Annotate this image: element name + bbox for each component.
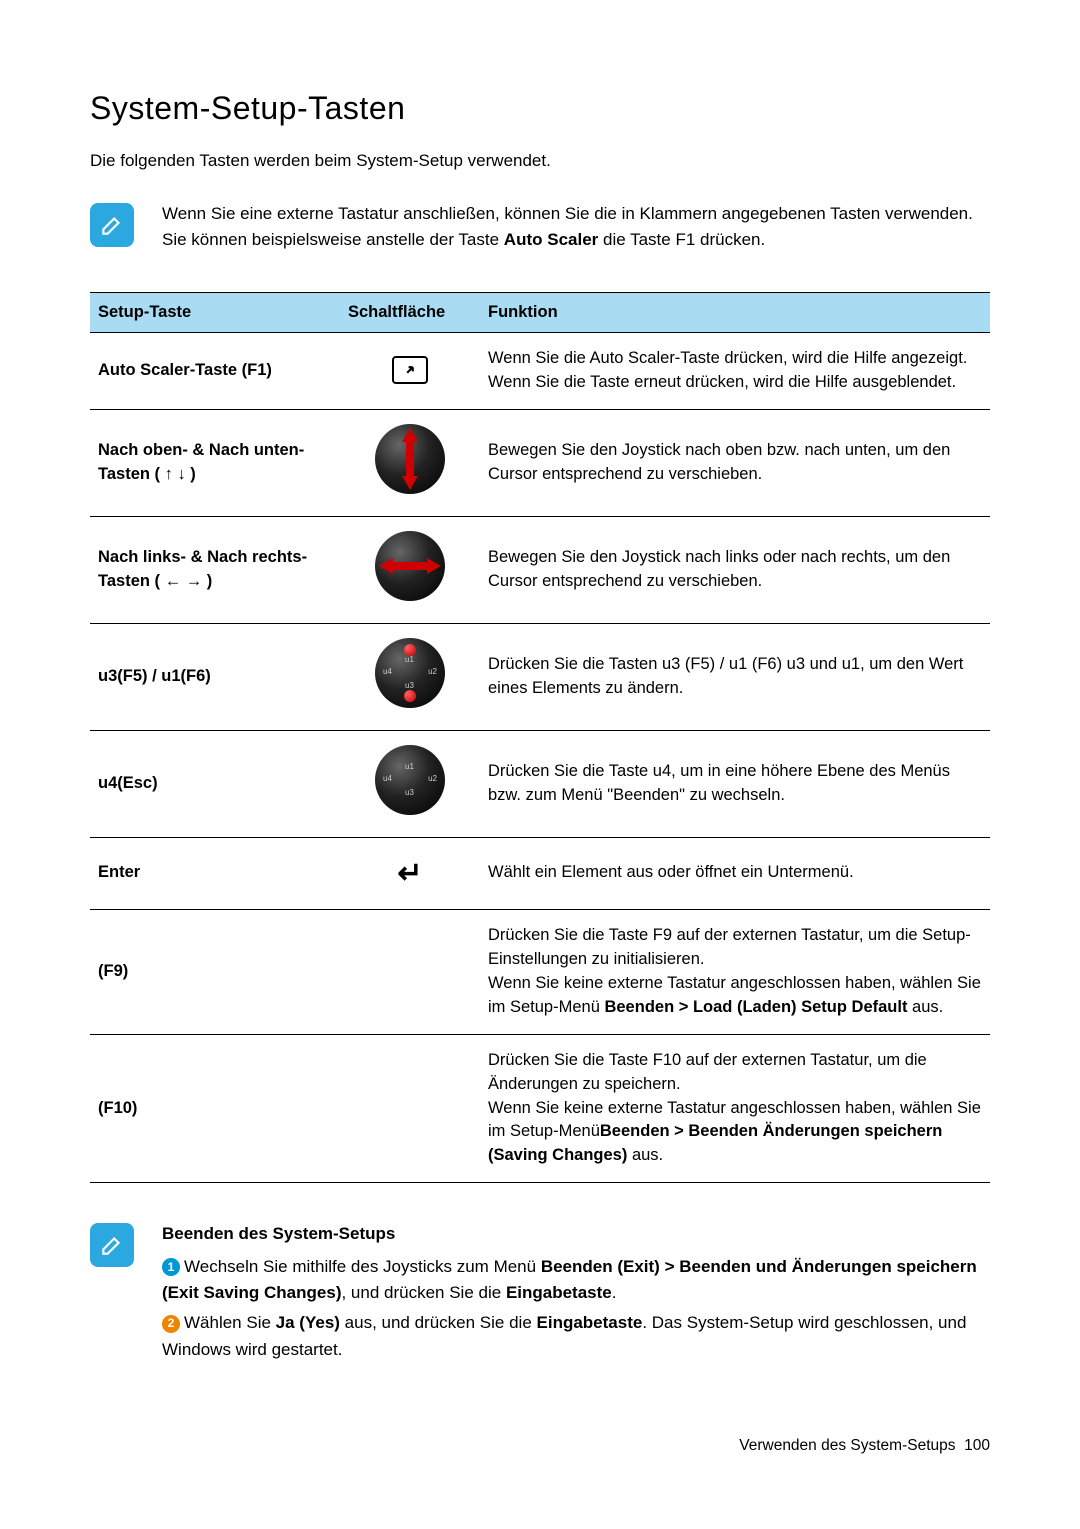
s1e: . (612, 1283, 617, 1302)
table-row: Nach oben- & Nach unten-Tasten ( ↑ ↓ ) B… (90, 409, 990, 516)
key-icon-cell: ↵ (340, 837, 480, 910)
key-label: Auto Scaler-Taste (F1) (90, 333, 340, 410)
table-row: (F9) Drücken Sie die Taste F9 auf der ex… (90, 910, 990, 1035)
key-label: Nach oben- & Nach unten-Tasten ( ↑ ↓ ) (90, 409, 340, 516)
key-icon-cell: u4 u2 u1 u3 (340, 623, 480, 730)
joystick-u3-u1-icon: u4 u2 u1 u3 (375, 638, 445, 708)
key-label: Nach links- & Nach rechts-Tasten ( ← → ) (90, 516, 340, 623)
th-funktion: Funktion (480, 293, 990, 333)
s1d: Eingabetaste (506, 1283, 612, 1302)
exit-step-1: 1Wechseln Sie mithilfe des Joysticks zum… (162, 1254, 990, 1307)
th-setup-taste: Setup-Taste (90, 293, 340, 333)
key-label: u4(Esc) (90, 730, 340, 837)
document-page: System-Setup-Tasten Die folgenden Tasten… (0, 0, 1080, 1515)
f10-p1: Drücken Sie die Taste F10 auf der extern… (488, 1051, 927, 1093)
key-func: Drücken Sie die Taste u4, um in eine höh… (480, 730, 990, 837)
note-block: Wenn Sie eine externe Tastatur anschließ… (90, 201, 990, 252)
joystick-left-right-icon (375, 531, 445, 601)
step-number-2-icon: 2 (162, 1315, 180, 1333)
note-bold: Auto Scaler (504, 230, 598, 249)
key-func: Wenn Sie die Auto Scaler-Taste drücken, … (480, 333, 990, 410)
enter-arrow-icon: ↵ (397, 857, 422, 890)
key-icon-cell (340, 333, 480, 410)
s2b: Ja (Yes) (276, 1313, 340, 1332)
s1a: Wechseln Sie mithilfe des Joysticks zum … (184, 1257, 541, 1276)
key-label: (F9) (90, 910, 340, 1035)
joystick-up-down-icon (375, 424, 445, 494)
note-text: Wenn Sie eine externe Tastatur anschließ… (162, 201, 990, 252)
note-suffix: die Taste F1 drücken. (598, 230, 765, 249)
f9-p2c: aus. (907, 998, 943, 1016)
exit-note-block: Beenden des System-Setups 1Wechseln Sie … (90, 1221, 990, 1367)
key-func: Wählt ein Element aus oder öffnet ein Un… (480, 837, 990, 910)
footer-text: Verwenden des System-Setups (739, 1437, 955, 1454)
key-func: Bewegen Sie den Joystick nach links oder… (480, 516, 990, 623)
key-func: Drücken Sie die Tasten u3 (F5) / u1 (F6)… (480, 623, 990, 730)
key-icon-cell (340, 1034, 480, 1183)
f9-p1: Drücken Sie die Taste F9 auf der externe… (488, 926, 971, 968)
step-number-1-icon: 1 (162, 1258, 180, 1276)
intro-text: Die folgenden Tasten werden beim System-… (90, 151, 990, 171)
s2c: aus, und drücken Sie die (340, 1313, 537, 1332)
key-func: Drücken Sie die Taste F10 auf der extern… (480, 1034, 990, 1183)
table-row: Auto Scaler-Taste (F1) Wenn Sie die Auto… (90, 333, 990, 410)
th-schaltflaeche: Schaltfläche (340, 293, 480, 333)
page-footer: Verwenden des System-Setups 100 (90, 1437, 990, 1455)
keys-table: Setup-Taste Schaltfläche Funktion Auto S… (90, 292, 990, 1183)
key-icon-cell (340, 910, 480, 1035)
s2d: Eingabetaste (537, 1313, 643, 1332)
table-row: (F10) Drücken Sie die Taste F10 auf der … (90, 1034, 990, 1183)
note-pencil-icon (90, 1223, 134, 1267)
key-icon-cell (340, 516, 480, 623)
exit-title: Beenden des System-Setups (162, 1221, 990, 1247)
s1c: , und drücken Sie die (341, 1283, 505, 1302)
auto-scaler-icon (392, 356, 428, 384)
f10-p2c: aus. (627, 1146, 663, 1164)
table-row: u3(F5) / u1(F6) u4 u2 u1 u3 Drücken Sie … (90, 623, 990, 730)
f9-p2b: Beenden > Load (Laden) Setup Default (604, 998, 907, 1016)
table-header-row: Setup-Taste Schaltfläche Funktion (90, 293, 990, 333)
key-label: u3(F5) / u1(F6) (90, 623, 340, 730)
key-func: Bewegen Sie den Joystick nach oben bzw. … (480, 409, 990, 516)
key-icon-cell: u1 u4 u2 u3 (340, 730, 480, 837)
exit-step-2: 2Wählen Sie Ja (Yes) aus, und drücken Si… (162, 1310, 990, 1363)
joystick-u4-icon: u1 u4 u2 u3 (375, 745, 445, 815)
table-row: Enter ↵ Wählt ein Element aus oder öffne… (90, 837, 990, 910)
exit-body: Beenden des System-Setups 1Wechseln Sie … (162, 1221, 990, 1367)
footer-page: 100 (964, 1437, 990, 1454)
key-label: Enter (90, 837, 340, 910)
note-pencil-icon (90, 203, 134, 247)
key-icon-cell (340, 409, 480, 516)
key-func: Drücken Sie die Taste F9 auf der externe… (480, 910, 990, 1035)
table-row: u4(Esc) u1 u4 u2 u3 Drücken Sie die Tast… (90, 730, 990, 837)
key-label: (F10) (90, 1034, 340, 1183)
table-row: Nach links- & Nach rechts-Tasten ( ← → )… (90, 516, 990, 623)
s2a: Wählen Sie (184, 1313, 276, 1332)
page-title: System-Setup-Tasten (90, 90, 990, 127)
